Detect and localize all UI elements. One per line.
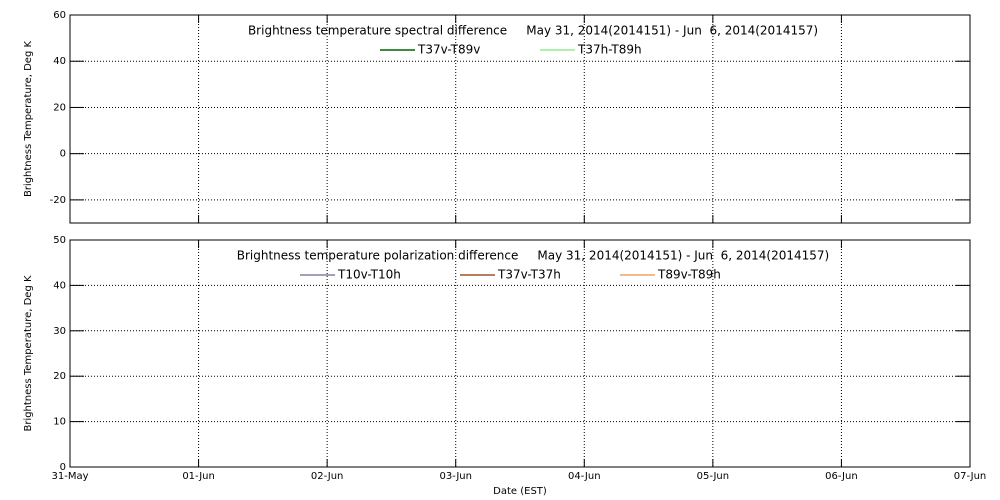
- x-tick-label: 04-Jun: [568, 471, 601, 482]
- x-tick-label: 07-Jun: [954, 471, 987, 482]
- y-tick-label: 50: [53, 235, 66, 246]
- y-tick-label: 0: [60, 462, 66, 473]
- legend-label: T10v-T10h: [337, 268, 401, 282]
- y-axis-label: Brightness Temperature, Deg K: [23, 275, 34, 432]
- x-tick-label: 03-Jun: [439, 471, 472, 482]
- plot-frame: [69, 239, 971, 468]
- y-tick-label: 10: [53, 417, 66, 428]
- chart-title: Brightness temperature spectral differen…: [248, 24, 818, 38]
- legend-label: T37v-T89v: [417, 43, 480, 57]
- y-tick-label: -20: [50, 195, 66, 206]
- x-tick-label: 02-Jun: [311, 471, 344, 482]
- y-tick-label: 20: [53, 371, 66, 382]
- y-tick-label: 20: [53, 102, 66, 113]
- y-tick-label: 0: [60, 149, 66, 160]
- x-tick-label: 31-May: [51, 471, 88, 482]
- x-tick-label: 01-Jun: [182, 471, 215, 482]
- y-tick-label: 60: [53, 10, 66, 21]
- legend-label: T37v-T37h: [497, 268, 561, 282]
- chart-title: Brightness temperature polarization diff…: [237, 249, 829, 263]
- y-tick-label: 30: [53, 326, 66, 337]
- y-axis-label: Brightness Temperature, Deg K: [23, 41, 34, 198]
- x-tick-label: 06-Jun: [825, 471, 858, 482]
- plot-frame: [69, 14, 971, 224]
- x-axis-label: Date (EST): [493, 486, 547, 497]
- legend-label: T89v-T89h: [657, 268, 721, 282]
- x-tick-label: 05-Jun: [697, 471, 730, 482]
- legend-label: T37h-T89h: [577, 43, 642, 57]
- y-tick-label: 40: [53, 280, 66, 291]
- y-tick-label: 40: [53, 56, 66, 67]
